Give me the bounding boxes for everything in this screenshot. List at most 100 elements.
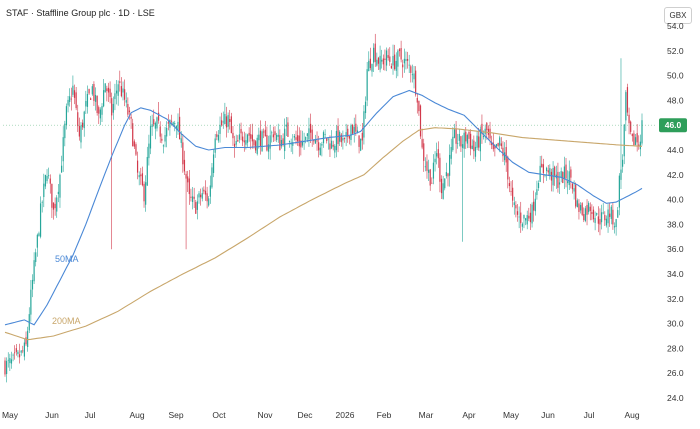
candle-body [93, 84, 95, 101]
candle-body [206, 193, 208, 202]
candle-body [460, 136, 462, 147]
candle-body [594, 218, 596, 223]
candle-body [101, 106, 103, 115]
candle-body [510, 191, 512, 192]
candle-body [258, 134, 260, 141]
ma200-line [4, 127, 643, 341]
candle-body [518, 216, 520, 218]
candle-body [546, 167, 548, 171]
candle-body [634, 137, 637, 145]
candle-body [306, 133, 308, 136]
candle-body [402, 64, 404, 68]
candle-body [584, 208, 587, 221]
candle-body [534, 198, 536, 212]
candle-body [25, 337, 27, 345]
candle-body [492, 142, 494, 150]
candle-body [461, 144, 464, 148]
candle-body [628, 114, 630, 124]
candle-body [124, 89, 126, 100]
candle-body [631, 133, 633, 137]
candle-body [639, 141, 641, 150]
candle-body [185, 173, 187, 179]
candle-body [408, 64, 410, 66]
candle-body [476, 135, 478, 148]
candle-body [227, 115, 229, 127]
candle-body [547, 170, 549, 173]
candle-body [167, 122, 169, 124]
candle-body [497, 142, 499, 146]
candle-body [581, 203, 583, 215]
candle-body [298, 135, 300, 147]
candle-body [69, 96, 71, 102]
candle-body [382, 58, 384, 65]
candle-body [447, 173, 449, 177]
candle-body [174, 123, 176, 125]
candle-body [513, 202, 515, 206]
candle-body [33, 260, 35, 282]
candle-body [297, 135, 299, 142]
price-axis: 24.0 26.0 28.0 30.0 32.0 34.0 36.0 38.0 40.0 42.0… [667, 21, 684, 403]
x-tick-label: Aug [624, 410, 639, 420]
candle-body [190, 196, 192, 198]
candle-body [418, 100, 420, 112]
y-tick-label: 44.0 [667, 145, 684, 155]
candle-body [578, 203, 580, 212]
candle-body [316, 140, 318, 142]
candle-body [145, 182, 147, 205]
candles [4, 33, 643, 383]
candle-body [10, 359, 13, 364]
candle-body [35, 252, 37, 263]
candle-body [444, 178, 446, 189]
candle-body [64, 123, 66, 139]
candle-body [400, 48, 402, 60]
candle-body [132, 123, 134, 147]
candle-body [318, 142, 320, 151]
y-tick-label: 50.0 [667, 71, 684, 81]
candle-body [507, 156, 509, 180]
candle-body [623, 124, 625, 157]
candle-body [358, 135, 360, 147]
candle-body [638, 144, 640, 146]
candle-body [20, 350, 22, 353]
candle-body [429, 169, 431, 186]
candle-body [571, 183, 574, 190]
candle-body [125, 100, 127, 103]
candle-body [592, 209, 595, 220]
candle-body [114, 93, 116, 100]
candle-body [280, 139, 283, 147]
candle-body [373, 47, 375, 63]
candle-body [381, 59, 383, 62]
candle-body [187, 176, 189, 183]
candle-body [128, 110, 131, 113]
candle-body [305, 136, 307, 140]
candle-body [481, 123, 483, 135]
candle-body [583, 214, 585, 221]
candle-body [432, 162, 435, 179]
candle-body [516, 211, 519, 215]
currency-badge[interactable]: GBX [664, 7, 692, 24]
candle-body [324, 134, 326, 135]
x-tick-label: Jun [541, 410, 555, 420]
candle-body [520, 212, 522, 224]
candle-body [563, 166, 565, 179]
candle-body [384, 58, 386, 60]
candle-body [242, 136, 244, 142]
candle-body [212, 154, 215, 173]
candle-body [112, 103, 114, 113]
candle-body [41, 201, 43, 203]
candle-body [560, 171, 562, 178]
candle-body [426, 161, 428, 171]
candle-body [99, 109, 101, 119]
candle-body [468, 131, 470, 139]
candle-body [169, 119, 171, 128]
candle-body [267, 144, 270, 152]
candle-body [471, 145, 473, 150]
candle-body [484, 128, 486, 135]
candle-body [599, 219, 601, 225]
candle-body [311, 129, 313, 140]
candle-body [22, 350, 24, 352]
candle-body [219, 124, 221, 134]
candle-body [487, 128, 490, 135]
candle-body [615, 219, 617, 227]
